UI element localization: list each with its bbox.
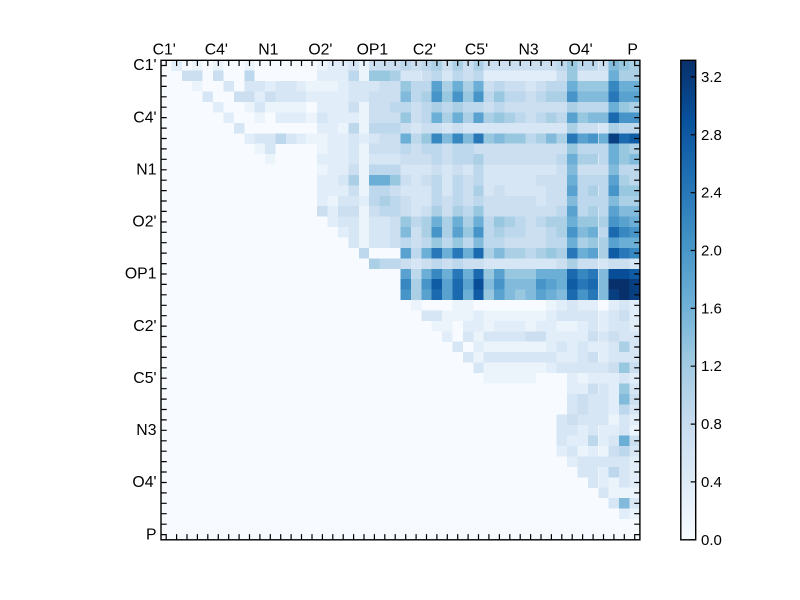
svg-text:N1: N1 bbox=[136, 162, 156, 179]
svg-text:C1': C1' bbox=[133, 57, 156, 74]
svg-text:N3: N3 bbox=[518, 42, 538, 59]
svg-text:N1: N1 bbox=[258, 42, 278, 59]
svg-text:1.2: 1.2 bbox=[701, 358, 722, 375]
svg-text:C5': C5' bbox=[133, 370, 156, 387]
svg-text:N3: N3 bbox=[136, 422, 156, 439]
svg-text:OP1: OP1 bbox=[357, 42, 389, 59]
svg-text:O4': O4' bbox=[132, 474, 156, 491]
svg-text:O2': O2' bbox=[308, 42, 332, 59]
svg-text:O2': O2' bbox=[132, 214, 156, 231]
svg-text:2.8: 2.8 bbox=[701, 127, 722, 144]
svg-text:C4': C4' bbox=[205, 42, 228, 59]
svg-text:0.0: 0.0 bbox=[701, 532, 722, 549]
svg-text:2.4: 2.4 bbox=[701, 185, 722, 202]
svg-text:C5': C5' bbox=[465, 42, 488, 59]
svg-text:O4': O4' bbox=[569, 42, 593, 59]
svg-text:2.0: 2.0 bbox=[701, 243, 722, 260]
svg-text:0.4: 0.4 bbox=[701, 474, 722, 491]
svg-text:C1': C1' bbox=[153, 42, 176, 59]
svg-text:1.6: 1.6 bbox=[701, 300, 722, 317]
svg-text:C2': C2' bbox=[413, 42, 436, 59]
svg-text:P: P bbox=[146, 526, 157, 543]
svg-text:0.8: 0.8 bbox=[701, 416, 722, 433]
svg-text:P: P bbox=[627, 42, 638, 59]
svg-text:C4': C4' bbox=[133, 109, 156, 126]
svg-text:C2': C2' bbox=[133, 318, 156, 335]
svg-text:OP1: OP1 bbox=[125, 266, 157, 283]
svg-text:3.2: 3.2 bbox=[701, 69, 722, 86]
